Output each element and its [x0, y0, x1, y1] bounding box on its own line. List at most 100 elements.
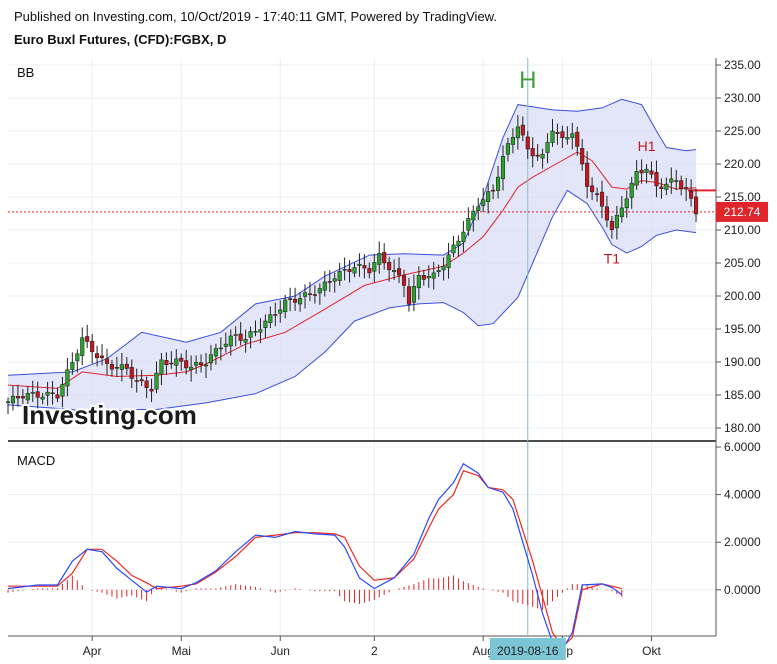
- candle-body: [228, 335, 233, 347]
- candle-body: [372, 262, 377, 272]
- candle-body: [302, 292, 308, 297]
- price-tick-label: 190.00: [724, 355, 761, 369]
- candle-body: [213, 348, 218, 357]
- candle-body: [461, 231, 466, 243]
- price-tick-label: 215.00: [724, 190, 761, 204]
- candle-body: [223, 343, 228, 347]
- macd-tick-label: 6.0000: [724, 440, 761, 454]
- candle-body: [491, 189, 496, 192]
- candle-body: [515, 126, 520, 139]
- price-tick-label: 235.00: [724, 58, 761, 72]
- candle-body: [124, 363, 129, 369]
- date-highlight-label: 2019-08-16: [497, 644, 559, 658]
- candle-body: [203, 364, 209, 367]
- candle-body: [45, 391, 50, 396]
- candle-body: [179, 357, 184, 362]
- candle-body: [268, 314, 273, 323]
- candles: [5, 114, 699, 415]
- candle-body: [243, 338, 248, 343]
- candle-body: [654, 172, 659, 187]
- candle-body: [70, 362, 75, 370]
- candle-body: [20, 396, 25, 399]
- candle-body: [471, 210, 476, 221]
- candle-body: [466, 218, 471, 231]
- x-tick-label: Okt: [642, 644, 661, 658]
- candle-body: [248, 331, 253, 338]
- candle-body: [159, 359, 164, 375]
- date-highlight-box: [489, 638, 566, 660]
- pattern-annotation: H: [519, 67, 536, 94]
- candle-body: [441, 265, 446, 271]
- candle-body: [644, 168, 649, 173]
- annotations: 212.74 H H1 T1: [519, 67, 768, 267]
- x-tick-label: Aug: [473, 644, 494, 658]
- candle-body: [233, 334, 238, 336]
- candle-body: [104, 358, 110, 364]
- candle-body: [169, 362, 174, 365]
- candle-body: [510, 137, 515, 145]
- candle-body: [65, 369, 70, 387]
- candle-body: [500, 156, 506, 179]
- x-axis-labels: AprMaiJun2AugSepOkt2019-08-16: [83, 636, 661, 660]
- candle-body: [367, 268, 372, 274]
- candle-body: [555, 132, 560, 134]
- candle-body: [5, 401, 11, 403]
- candle-body: [609, 220, 614, 231]
- candle-body: [208, 354, 213, 364]
- candle-body: [664, 183, 669, 190]
- candle-body: [15, 396, 20, 399]
- instrument-title: Euro Buxl Futures, (CFD):FGBX, D: [14, 32, 227, 47]
- price-tick-label: 220.00: [724, 157, 761, 171]
- candle-body: [585, 162, 590, 187]
- candle-body: [55, 394, 60, 399]
- macd-line: [7, 462, 623, 651]
- candle-body: [392, 269, 397, 272]
- candle-body: [189, 366, 194, 371]
- candle-body: [144, 380, 149, 388]
- x-tick-label: 2: [371, 644, 378, 658]
- candle-body: [535, 154, 540, 157]
- candle-body: [476, 206, 481, 211]
- candle-body: [669, 178, 674, 183]
- macd-signal-line: [8, 470, 622, 648]
- bollinger-band: [7, 58, 716, 636]
- price-tick-label: 200.00: [724, 289, 761, 303]
- candle-body: [307, 293, 312, 295]
- candle-body: [119, 364, 124, 370]
- candle-body: [401, 275, 407, 286]
- candle-body: [421, 275, 426, 280]
- candle-body: [238, 333, 243, 341]
- candle-body: [599, 191, 605, 207]
- candle-body: [505, 143, 510, 155]
- candle-body: [218, 347, 223, 350]
- candle-body: [446, 254, 451, 269]
- macd-tick-label: 4.0000: [724, 488, 761, 502]
- candle-body: [530, 148, 535, 157]
- candle-body: [278, 309, 283, 314]
- candle-body: [604, 206, 610, 221]
- candle-body: [332, 278, 337, 282]
- candle-body: [575, 131, 580, 147]
- candle-body: [481, 199, 486, 206]
- candle-body: [387, 261, 392, 271]
- candle-body: [619, 207, 624, 217]
- candle-body: [100, 355, 105, 359]
- pattern-annotation: T1: [604, 251, 621, 267]
- candle-body: [258, 329, 263, 333]
- candle-body: [560, 131, 565, 139]
- candle-body: [679, 180, 684, 189]
- x-tick-label: Apr: [83, 644, 102, 658]
- candle-body: [689, 190, 694, 199]
- price-axis-ticks: 235.00 230.00 225.00 220.00 215.00 210.00 205.…: [716, 58, 761, 435]
- candle-body: [614, 214, 619, 229]
- price-tick-label: 225.00: [724, 124, 761, 138]
- candle-body: [298, 298, 303, 305]
- candle-body: [90, 340, 95, 353]
- price-tick-label: 205.00: [724, 256, 761, 270]
- candle-body: [406, 286, 411, 305]
- last-price-tag: [716, 201, 768, 222]
- candle-body: [659, 186, 664, 189]
- candle-body: [684, 187, 689, 190]
- price-tick-label: 195.00: [724, 322, 761, 336]
